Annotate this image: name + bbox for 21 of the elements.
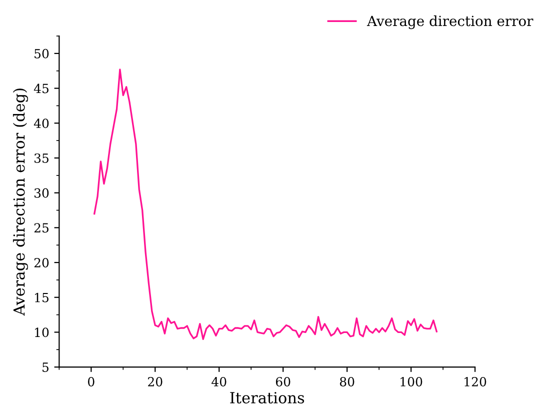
x-tick-label: 0	[88, 376, 94, 386]
y-tick-label: 10	[35, 328, 49, 338]
x-axis-title: Iterations	[230, 392, 304, 404]
x-tick-label: 60	[276, 376, 290, 386]
y-tick-label: 20	[34, 258, 49, 268]
x-tick-label: 100	[400, 376, 422, 386]
x-tick-label: 40	[212, 376, 226, 386]
y-tick-label: 50	[34, 48, 49, 58]
x-tick-label: 80	[340, 376, 354, 386]
x-tick-label: 20	[148, 376, 162, 386]
x-tick-label: 120	[464, 376, 486, 386]
legend-label: Average direction error	[366, 15, 534, 30]
y-tick-label: 15	[35, 292, 48, 302]
y-tick-label: 5	[42, 362, 48, 372]
y-tick-label: 25	[34, 223, 48, 233]
y-tick-label: 40	[34, 118, 49, 128]
y-tick-label: 35	[34, 153, 48, 163]
y-tick-label: 30	[34, 188, 49, 198]
y-tick-label: 45	[34, 84, 48, 94]
y-axis-title: Average direction error (deg)	[12, 88, 28, 316]
line-series	[94, 68, 438, 340]
